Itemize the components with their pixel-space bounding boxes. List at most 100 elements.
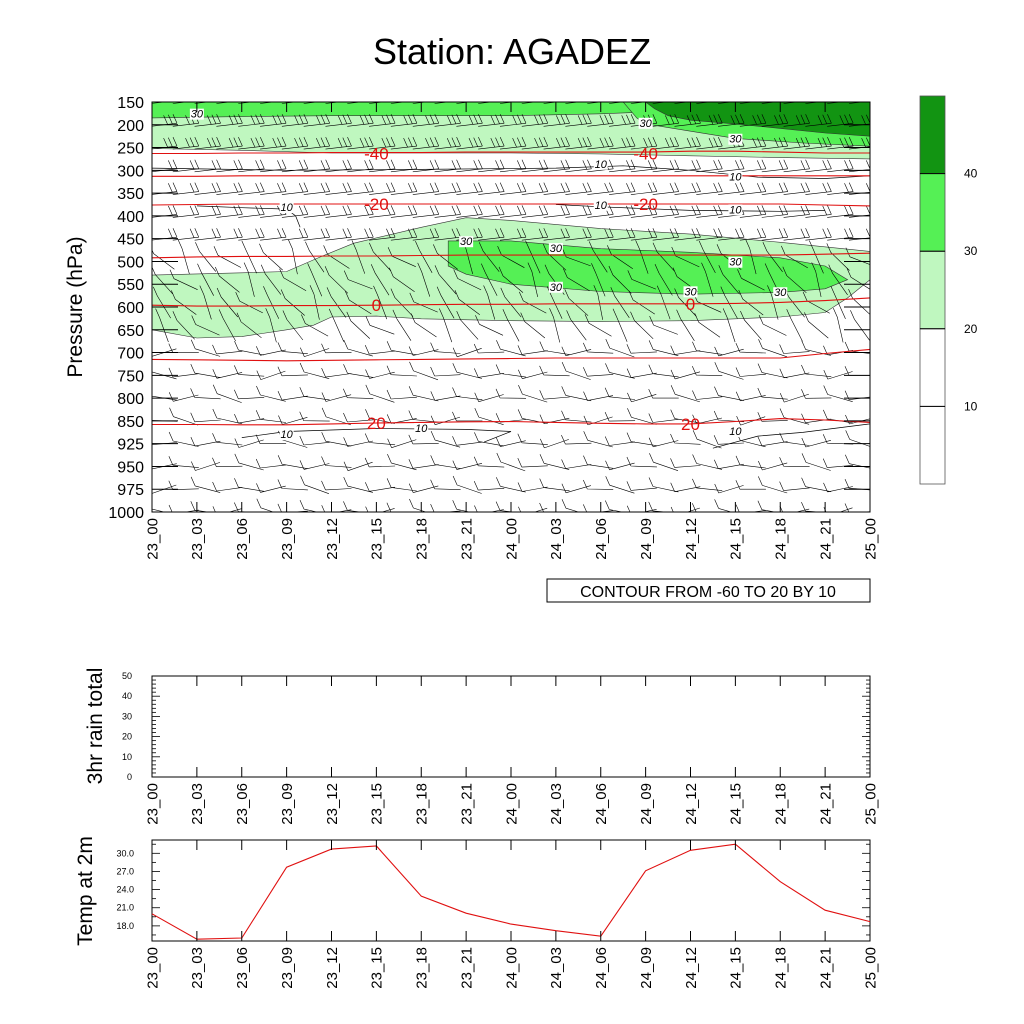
rain-frame (151, 675, 871, 778)
time-tick-label: 23_03 (189, 518, 206, 560)
wind-barb (238, 114, 265, 127)
wind-barb (757, 436, 788, 446)
wind-barb (517, 482, 548, 492)
wind-barb (779, 392, 809, 403)
wind-barb (412, 159, 440, 173)
temp-y-tick-label: 18.0 (116, 921, 134, 931)
wind-barb (587, 136, 614, 150)
wind-barb (607, 245, 633, 269)
time-tick-label: 23_00 (144, 947, 161, 989)
wind-barb (761, 136, 789, 150)
wind-barb (735, 455, 766, 469)
wind-barb (194, 228, 221, 241)
wind-barb (365, 482, 396, 492)
wind-contour-label: 10 (595, 200, 608, 212)
wind-barb (498, 266, 524, 293)
wind-barb (255, 434, 287, 444)
wind-barb (439, 308, 453, 343)
wind-barb (343, 388, 374, 399)
wind-barb (670, 433, 701, 445)
wind-barb (692, 365, 723, 376)
wind-barb (216, 287, 239, 318)
wind-contour-label: 30 (729, 257, 742, 269)
wind-barb (823, 385, 853, 402)
wind-barb (698, 240, 716, 274)
pressure-tick-label: 350 (117, 186, 144, 203)
wind-barb (783, 205, 810, 218)
wind-barb (301, 314, 329, 337)
wind-contour-label: 30 (729, 134, 742, 146)
pressure-tick-label: 600 (117, 300, 144, 317)
wind-barb (212, 457, 243, 467)
temp-contour-0 (152, 297, 870, 307)
wind-barb (307, 263, 323, 297)
wind-contour-label-bg (728, 171, 743, 183)
wind-barb (676, 309, 695, 341)
wind-barb (238, 182, 265, 195)
wind-barb (277, 455, 308, 469)
wind-barb (587, 228, 614, 241)
wind-contour-label-bg (728, 426, 743, 438)
time-tick-label: 24_03 (548, 783, 565, 825)
pressure-tick-label: 800 (117, 391, 144, 408)
wind-barb (561, 410, 592, 423)
wind-barb (626, 432, 657, 446)
wind-barb (779, 481, 810, 491)
wind-barb (565, 114, 592, 127)
wind-barb (256, 370, 286, 380)
wind-barb (720, 286, 738, 319)
wind-barb (434, 205, 461, 218)
wind-barb (786, 309, 803, 342)
time-tick-label: 23_09 (279, 783, 296, 825)
wind-barb (739, 114, 767, 127)
wind-barb (190, 388, 221, 400)
wind-barb (260, 182, 287, 195)
wind-barb (263, 286, 280, 319)
wind-barb (168, 456, 199, 468)
temp-time-axis: 23_00 23_03 23_06 23_09 23_12 23_15 23_18 23_21… (144, 840, 879, 989)
wind-barb (811, 262, 822, 297)
wind-barb (735, 367, 766, 377)
wind-barb (234, 453, 264, 471)
temp-contour--40 (152, 150, 870, 155)
wind-barb (805, 205, 832, 218)
wind-barb (454, 290, 480, 316)
wind-barb (539, 341, 570, 355)
time-tick-label: 24_12 (683, 947, 700, 989)
wind-barb (168, 343, 199, 353)
wind-barb (234, 413, 265, 424)
time-tick-label: 23_06 (234, 947, 251, 989)
wind-barb (172, 205, 200, 218)
wind-barb (609, 205, 636, 218)
time-tick-label: 24_09 (638, 518, 655, 560)
wind-barb (277, 342, 308, 354)
wind-contour-label-bg (593, 158, 608, 170)
wind-barb (517, 345, 548, 355)
wind-barb (364, 344, 396, 355)
wind-contour-label-bg (414, 423, 429, 434)
wind-barb (801, 453, 831, 471)
wind-barb (758, 339, 788, 358)
wind-barb (278, 415, 308, 425)
pressure-tick-label: 300 (117, 163, 144, 180)
temp-contour-label: 20 (681, 415, 700, 434)
temp-y-axis: 18.0 21.0 24.0 27.0 30.0 (116, 843, 870, 936)
wind-barb (328, 308, 345, 342)
wind-barb (652, 136, 679, 150)
wind-barb (714, 459, 744, 469)
wind-barb (604, 436, 635, 446)
temp-contour--30 (152, 175, 870, 177)
wind-barb (539, 478, 570, 492)
wind-barb (172, 228, 200, 241)
wind-barb (409, 361, 439, 381)
wind-barb (213, 246, 242, 268)
time-tick-label: 24_21 (817, 947, 834, 989)
wind-barb (347, 228, 374, 241)
wind-barb (761, 114, 789, 127)
wind-barb (256, 498, 275, 512)
wind-barb (326, 287, 347, 318)
wind-contour-label: 30 (550, 243, 563, 255)
pressure-tick-label: 975 (117, 482, 144, 499)
wind-barb (434, 136, 461, 150)
time-tick-label: 23_00 (144, 518, 161, 560)
